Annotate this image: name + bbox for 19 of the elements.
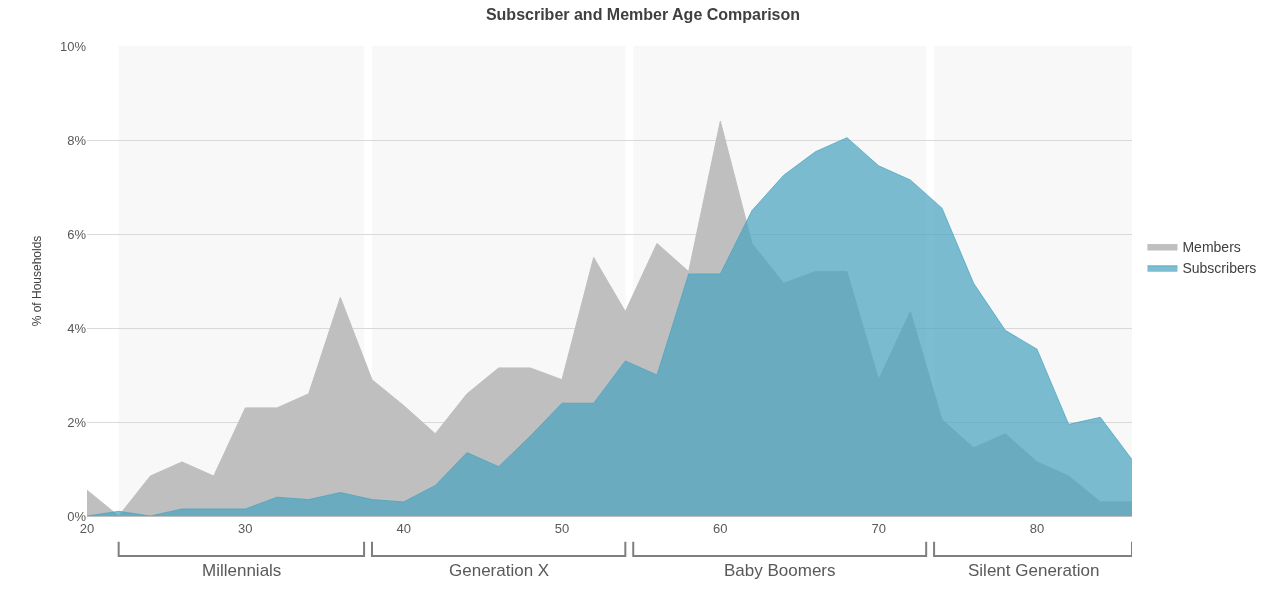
y-tick-label: 2% bbox=[67, 414, 87, 430]
y-tick-label: 4% bbox=[67, 320, 87, 336]
y-tick-label: 8% bbox=[67, 132, 87, 148]
x-tick-label: 30 bbox=[238, 520, 253, 536]
band-label: Silent Generation bbox=[968, 561, 1100, 580]
x-tick-label: 60 bbox=[713, 520, 728, 536]
y-axis-title: % of Households bbox=[30, 235, 45, 327]
x-tick-label: 80 bbox=[1029, 520, 1045, 536]
y-tick-label: 6% bbox=[67, 226, 87, 242]
x-tick-label: 40 bbox=[396, 520, 411, 536]
band-label: Baby Boomers bbox=[724, 561, 836, 580]
legend-label: Subscribers bbox=[1182, 260, 1257, 277]
band-label: Millennials bbox=[202, 561, 282, 580]
x-tick-label: 70 bbox=[871, 520, 886, 536]
chart-title: Subscriber and Member Age Comparison bbox=[485, 6, 801, 24]
x-tick-label: 50 bbox=[554, 520, 570, 536]
band-label: Generation X bbox=[449, 561, 550, 580]
legend-label: Members bbox=[1182, 239, 1241, 256]
y-tick-label: 10% bbox=[59, 38, 87, 54]
